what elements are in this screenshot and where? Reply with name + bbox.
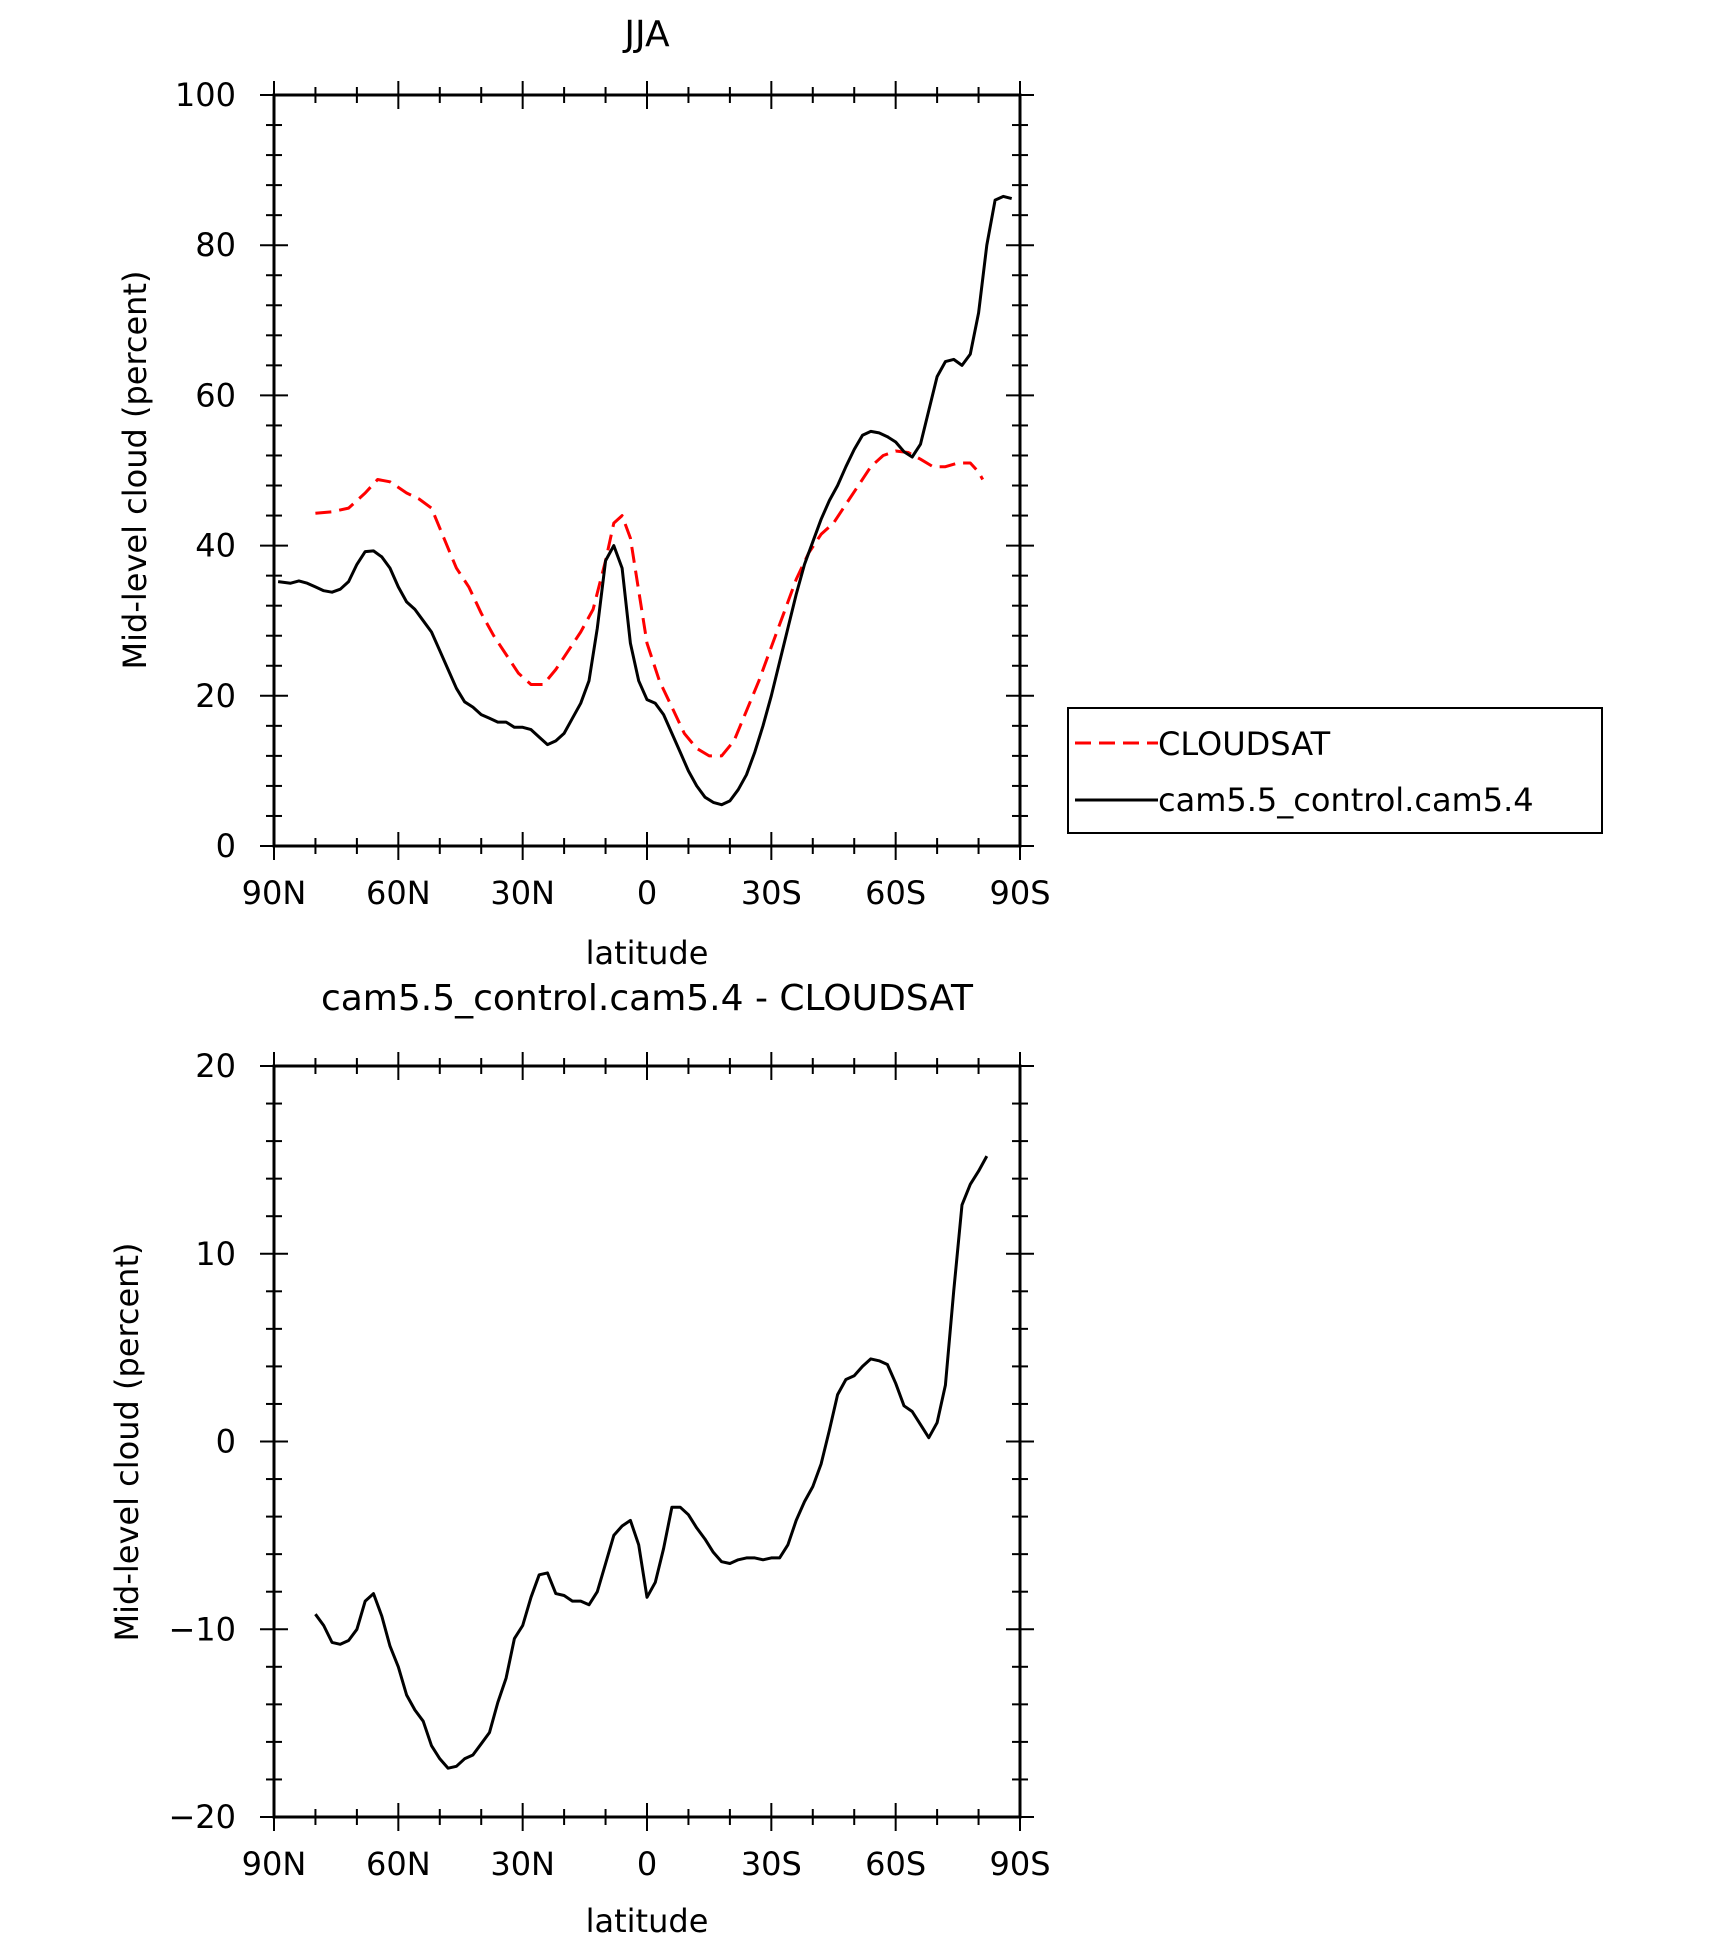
axis-ticks [260,81,1034,860]
legend-label-cam: cam5.5_control.cam5.4 [1158,781,1534,819]
legend: CLOUDSAT cam5.5_control.cam5.4 [1067,707,1603,834]
x-tick-label: 90S [989,1845,1050,1883]
x-tick-label: 30S [741,1845,802,1883]
y-tick-label: 40 [195,527,236,565]
legend-label-cloudsat: CLOUDSAT [1158,725,1331,763]
x-axis-label: latitude [586,934,709,972]
panel-top-mid-level-cloud: JJA 0 20 40 60 80 100 90N 60N 30N 0 30S 60S 90S lat… [116,14,1603,972]
y-tick-label: 60 [195,376,236,414]
y-tick-label: 100 [175,76,236,114]
y-tick-label: 20 [195,1047,236,1085]
x-tick-label: 0 [637,1845,657,1883]
x-tick-label: 60S [865,1845,926,1883]
y-tick-label: 10 [195,1235,236,1273]
chart-title: JJA [622,14,670,55]
axis-ticks [260,1052,1034,1831]
x-tick-label: 90N [242,874,307,912]
y-tick-label: −20 [168,1798,236,1836]
y-axis-label: Mid-level cloud (percent) [116,271,154,670]
series-line-cloudsat [315,449,985,758]
x-tick-label: 90N [242,1845,307,1883]
x-tick-label: 30N [490,1845,555,1883]
plot-frame [272,1064,1022,1819]
x-tick-label: 90S [989,874,1050,912]
x-tick-label: 30N [490,874,555,912]
x-tick-label: 60N [366,874,431,912]
x-tick-label: 30S [741,874,802,912]
series-line-cam5-5-control-cam5-4 [277,194,1013,807]
x-tick-labels: 90N 60N 30N 0 30S 60S 90S [242,874,1051,912]
y-tick-label: 20 [195,677,236,715]
x-tick-labels: 90N 60N 30N 0 30S 60S 90S [242,1845,1051,1883]
chart-title: cam5.5_control.cam5.4 - CLOUDSAT [321,978,974,1019]
y-tick-label: 0 [216,1423,236,1461]
y-tick-label: 80 [195,226,236,264]
panel-bottom-difference: cam5.5_control.cam5.4 - CLOUDSAT −20 −10 0… [108,978,1051,1939]
y-axis-label: Mid-level cloud (percent) [108,1243,146,1642]
series-lines [314,1155,989,1770]
x-axis-label: latitude [586,1902,709,1939]
y-tick-label: 0 [216,827,236,865]
series-lines [277,194,1013,807]
y-tick-label: −10 [168,1610,236,1648]
series-line-cam5-5-control-cam5-4-cloudsat [314,1155,989,1770]
x-tick-label: 60S [865,874,926,912]
legend-box [1067,707,1603,834]
x-tick-label: 0 [637,874,657,912]
x-tick-label: 60N [366,1845,431,1883]
y-tick-labels: −20 −10 0 10 20 [168,1047,236,1836]
y-tick-labels: 0 20 40 60 80 100 [175,76,236,865]
plot-frame [272,93,1022,848]
